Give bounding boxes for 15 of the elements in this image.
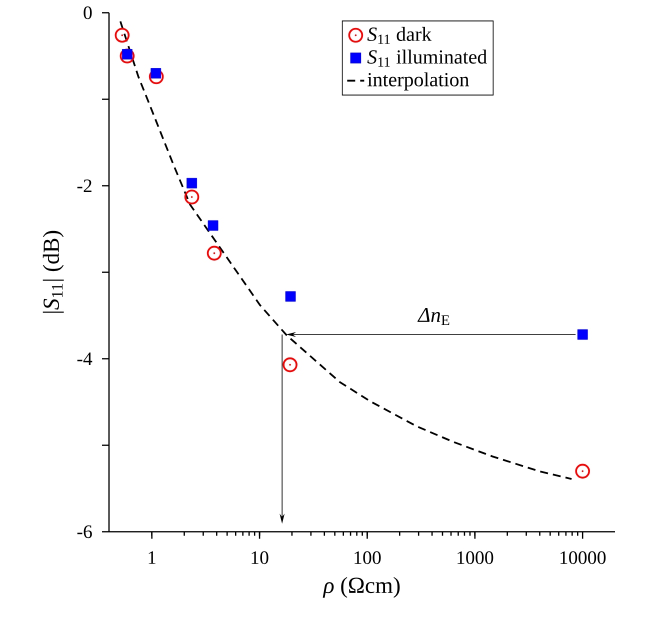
y-tick-label: -4 [77, 352, 92, 366]
x-tick-label: 100 [354, 551, 381, 564]
y-tick-label: 0 [84, 6, 92, 20]
y-tick-label: -6 [77, 525, 92, 538]
legend-label: interpolation [368, 72, 470, 91]
x-tick-label: 1000 [458, 551, 494, 564]
x-tick-label: 1 [148, 551, 156, 564]
y-axis-title: |S$_{11}$| (dB) [42, 231, 64, 313]
annotation: Δn$_{E}$ [417, 308, 450, 326]
x-tick-label: 10000 [560, 551, 606, 564]
legend-label: S$_{11}$ illuminated [367, 50, 487, 67]
legend-label: S$_{11}$ dark [367, 27, 432, 44]
y-tick-label: -2 [77, 180, 92, 192]
x-tick-label: 10 [252, 551, 268, 564]
x-axis-title: ρ (Ωcm) [322, 577, 400, 598]
